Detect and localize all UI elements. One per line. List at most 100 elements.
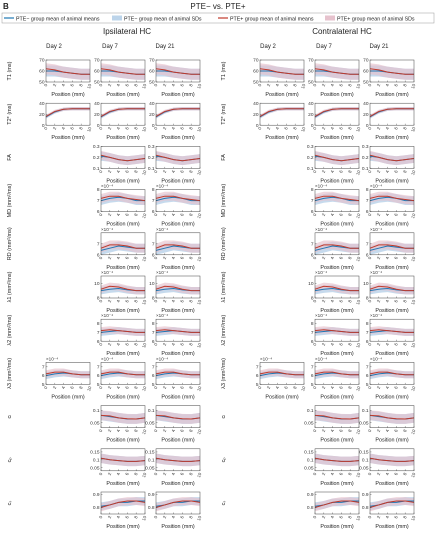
x-tick-label: 10 <box>196 471 203 478</box>
x-tick-label: 6 <box>393 126 399 131</box>
x-axis-label: Position (mm) <box>161 222 194 228</box>
y-tick-label: 50 <box>39 80 45 86</box>
axis-exponent: ×10⁻⁴ <box>370 270 382 275</box>
x-tick-label: 4 <box>385 299 391 304</box>
x-tick-label: 0 <box>312 515 318 520</box>
x-tick-label: 4 <box>116 471 122 476</box>
y-tick-label: 7 <box>42 364 45 370</box>
x-tick-label: 8 <box>402 126 408 131</box>
axis-exponent: ×10⁻⁴ <box>370 227 382 232</box>
x-tick-label: 2 <box>52 83 58 88</box>
row-label: T2* (ms) <box>221 103 227 124</box>
x-tick-label: 4 <box>171 471 177 476</box>
pte-plus-mean-line <box>259 371 304 376</box>
x-tick-label: 10 <box>141 83 148 90</box>
pte-plus-mean-line <box>155 68 200 75</box>
x-tick-label: 8 <box>133 428 139 433</box>
y-tick-label: 8 <box>311 296 314 302</box>
y-tick-label: 0.2 <box>307 155 314 161</box>
pte-minus-mean-line <box>155 196 200 202</box>
axes-frame <box>100 491 146 515</box>
x-tick-label: 10 <box>86 83 93 90</box>
y-tick-label: 6 <box>366 373 369 379</box>
x-tick-label: 4 <box>116 299 122 304</box>
x-axis-label: Position (mm) <box>375 178 408 184</box>
figure-title: PTE− vs. PTE+ <box>190 2 245 11</box>
x-tick-label: 10 <box>355 515 362 522</box>
pte-plus-mean-line <box>314 285 359 292</box>
axis-exponent: ×10⁻⁴ <box>370 356 382 361</box>
y-tick-label: 7 <box>366 241 369 247</box>
x-axis-label: Position (mm) <box>106 438 139 444</box>
pte-plus-sd-band <box>101 453 145 467</box>
y-tick-label: 0.1 <box>362 408 369 414</box>
x-tick-label: 0 <box>312 83 318 88</box>
x-axis-label: Position (mm) <box>320 438 353 444</box>
x-tick-label: 4 <box>171 299 177 304</box>
x-axis-label: Position (mm) <box>320 394 353 400</box>
x-tick-label: 6 <box>283 385 289 390</box>
x-axis-label: Position (mm) <box>106 265 139 271</box>
x-tick-label: 8 <box>133 385 139 390</box>
x-tick-label: 8 <box>188 471 194 476</box>
x-tick-label: 10 <box>300 385 307 392</box>
x-axis-label: Position (mm) <box>375 394 408 400</box>
y-tick-label: 0.3 <box>307 144 314 150</box>
y-tick-label: 7 <box>97 198 100 204</box>
axes-frame <box>100 318 146 342</box>
day-header: Day 7 <box>316 44 332 50</box>
y-tick-label: 40 <box>149 101 155 107</box>
x-tick-label: 2 <box>376 342 382 347</box>
y-tick-label: 0.15 <box>359 450 369 456</box>
x-tick-label: 0 <box>367 471 373 476</box>
row-label: λ2 (mm²/ms) <box>7 315 13 346</box>
row-label: T1 (ms) <box>7 61 13 80</box>
x-axis-label: Position (mm) <box>106 178 139 184</box>
x-tick-label: 8 <box>188 385 194 390</box>
pte-plus-mean-line <box>100 329 145 333</box>
y-tick-label: 7 <box>152 198 155 204</box>
pte-plus-sd-band <box>156 410 200 424</box>
y-tick-label: 20 <box>149 112 155 118</box>
y-tick-label: 0.1 <box>93 408 100 414</box>
y-tick-label: 8 <box>311 321 314 327</box>
y-tick-label: 6 <box>152 209 155 215</box>
x-axis-label: Position (mm) <box>51 92 84 98</box>
x-tick-label: 2 <box>162 212 168 217</box>
x-tick-label: 0 <box>312 471 318 476</box>
x-tick-label: 8 <box>133 126 139 131</box>
pte-plus-sd-band <box>370 63 414 80</box>
pte-plus-mean-line <box>259 108 304 117</box>
x-tick-label: 10 <box>196 212 203 219</box>
x-tick-label: 8 <box>347 342 353 347</box>
y-tick-label: 6 <box>97 252 100 258</box>
pte-plus-sd-band <box>101 497 145 512</box>
x-tick-label: 6 <box>393 255 399 260</box>
x-tick-label: 4 <box>385 342 391 347</box>
axes-frame <box>369 405 415 428</box>
x-tick-label: 8 <box>347 471 353 476</box>
x-axis-label: Position (mm) <box>320 92 353 98</box>
x-tick-label: 6 <box>124 255 130 260</box>
x-tick-label: 6 <box>338 515 344 520</box>
x-tick-label: 10 <box>410 169 417 176</box>
row-label: MD (mm²/ms) <box>7 184 13 218</box>
pte-plus-sd-band <box>101 191 145 205</box>
x-tick-label: 10 <box>410 342 417 349</box>
y-tick-label: 0.3 <box>93 144 100 150</box>
x-tick-label: 8 <box>133 83 139 88</box>
pte-plus-mean-line <box>155 285 200 292</box>
x-tick-label: 2 <box>162 385 168 390</box>
x-tick-label: 4 <box>385 515 391 520</box>
x-axis-label: Position (mm) <box>51 394 84 400</box>
pte-plus-mean-line <box>155 329 200 333</box>
y-tick-label: 0.1 <box>307 166 314 172</box>
y-tick-label: 7 <box>311 330 314 336</box>
x-tick-label: 6 <box>393 212 399 217</box>
y-tick-label: 0.1 <box>148 457 155 463</box>
x-tick-label: 4 <box>171 212 177 217</box>
pte-plus-mean-line <box>314 108 359 117</box>
y-tick-label: 40 <box>308 101 314 107</box>
x-tick-label: 2 <box>162 428 168 433</box>
pte-plus-sd-band <box>156 150 200 166</box>
